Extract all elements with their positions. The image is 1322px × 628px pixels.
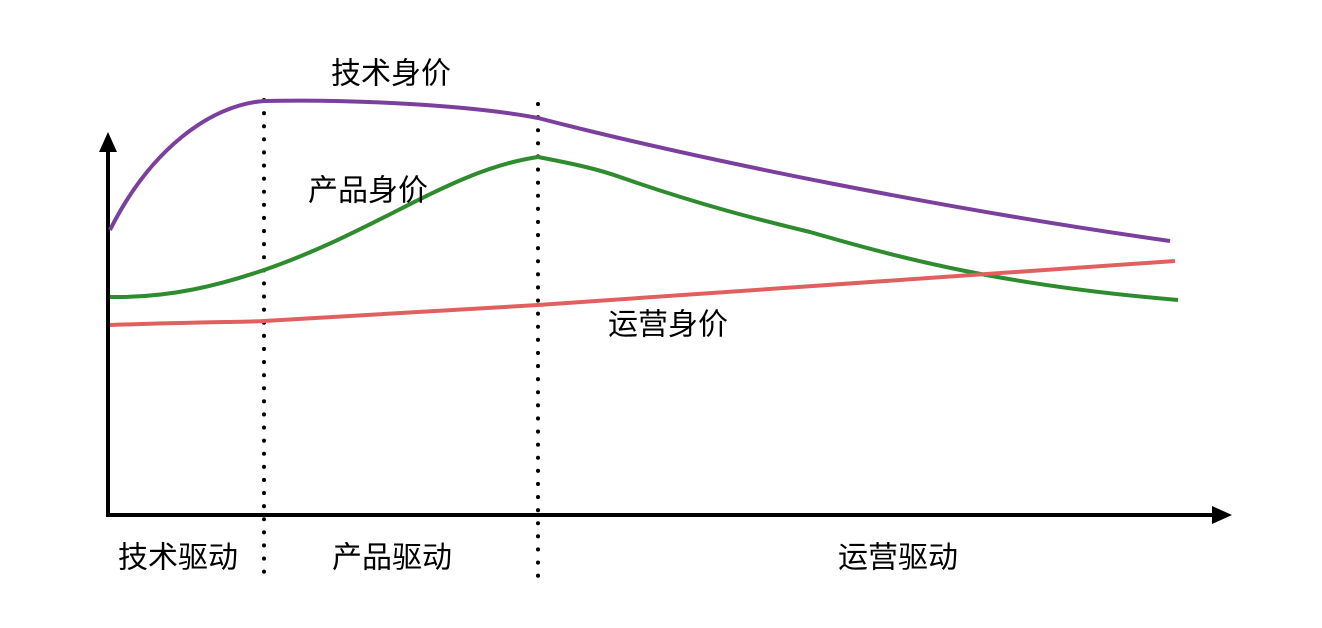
curve-label: 产品身价 — [308, 174, 428, 209]
y-axis-arrow — [99, 132, 117, 152]
product-curve — [109, 154, 1179, 302]
curve-label: 运营身价 — [608, 308, 728, 343]
phase-label: 技术驱动 — [118, 541, 238, 576]
phase-label: 产品驱动 — [332, 541, 452, 576]
curve-label: 技术身价 — [331, 57, 451, 92]
x-axis-arrow — [1212, 506, 1232, 524]
tech-curve — [108, 98, 1171, 243]
phase-label: 运营驱动 — [838, 541, 958, 576]
operation-curve — [109, 259, 1176, 327]
